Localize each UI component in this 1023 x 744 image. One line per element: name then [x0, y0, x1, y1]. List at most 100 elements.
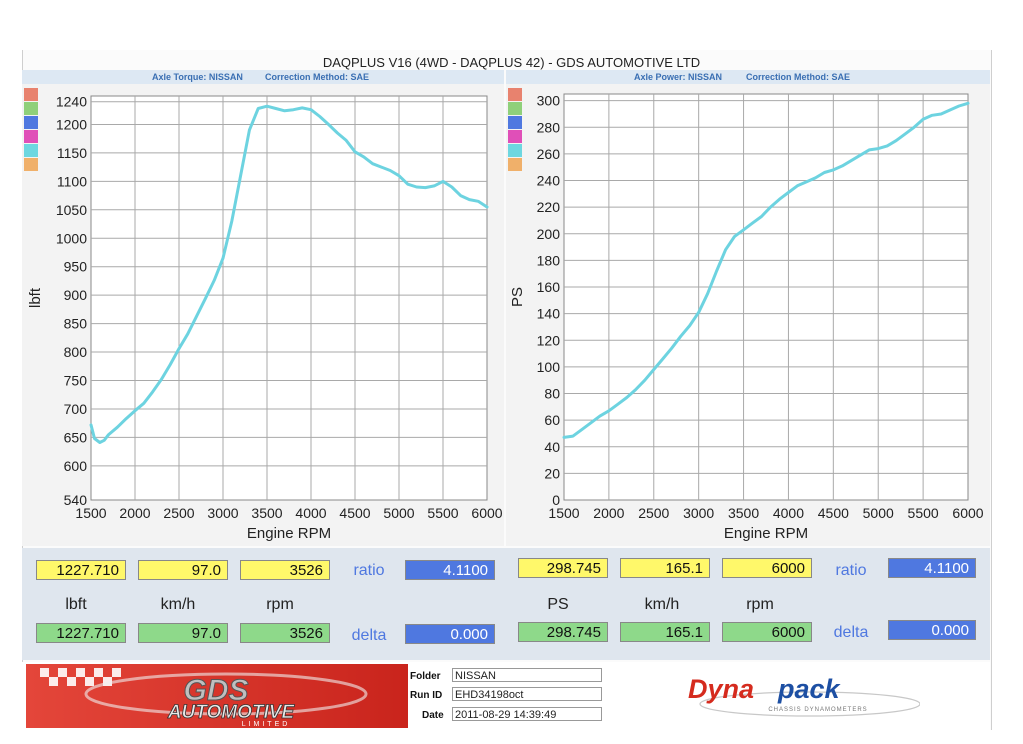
- power-x-tick-label: 3500: [728, 505, 759, 521]
- torque-y-tick-label: 950: [64, 259, 88, 275]
- trace-swatch: [24, 158, 38, 171]
- trace-swatch: [508, 116, 522, 129]
- trace-swatch: [508, 102, 522, 115]
- power-x-tick-label: 1500: [548, 505, 579, 521]
- rpm-peak-value-right: 6000: [722, 622, 812, 642]
- torque-chart: 1500 2000 2500 3000 3500 4000 4500 5000 5500 6000…: [27, 94, 503, 542]
- power-y-tick-label: 40: [544, 439, 560, 455]
- trace-swatch: [24, 144, 38, 157]
- torque-x-tick-label: 5500: [427, 505, 458, 521]
- gds-logo: GDS AUTOMOTIVE LIMITED: [26, 664, 408, 728]
- torque-x-tick-label: 2000: [119, 505, 150, 521]
- report-title: DAQPLUS V16 (4WD - DAQPLUS 42) - GDS AUT…: [322, 55, 701, 70]
- torque-x-tick-label: 2500: [163, 505, 194, 521]
- power-y-tick-label: 180: [537, 252, 561, 268]
- unit-ps-label: PS: [547, 596, 569, 613]
- torque-live-value: 1227.710: [36, 560, 126, 580]
- delta-value: 0.000: [405, 624, 495, 644]
- power-series-line: [562, 101, 970, 439]
- runid-value: EHD34198oct: [452, 687, 602, 701]
- unit-rpm-label: rpm: [266, 596, 294, 613]
- unit-kmh-label-right: km/h: [644, 596, 680, 613]
- power-y-tick-label: 60: [544, 412, 560, 428]
- trace-swatch: [508, 88, 522, 101]
- torque-x-tick-label: 1500: [75, 505, 106, 521]
- torque-y-tick-label: 900: [64, 287, 88, 303]
- rpm-live-value: 3526: [240, 560, 330, 580]
- torque-y-tick-label: 1100: [57, 173, 87, 189]
- power-y-tick-label: 240: [537, 173, 561, 189]
- gds-logo-small: LIMITED: [242, 721, 291, 728]
- dynapack-logo-part-b: pack: [777, 674, 842, 704]
- torque-header-method: Correction Method: SAE: [265, 72, 370, 82]
- unit-kmh-label: km/h: [160, 596, 196, 613]
- torque-y-tick-label: 750: [64, 373, 88, 389]
- power-y-tick-label: 220: [537, 199, 561, 215]
- torque-header: Axle Torque: NISSAN Correction Method: S…: [22, 70, 504, 84]
- power-y-tick-label: 100: [537, 359, 561, 375]
- ratio-label-right: ratio: [835, 562, 867, 579]
- torque-y-tick-label: 800: [64, 344, 88, 360]
- speed-peak-value: 97.0: [138, 623, 228, 643]
- torque-y-tick-label: 1150: [57, 145, 87, 161]
- speed-live-value-right: 165.1: [620, 558, 710, 578]
- trace-swatch: [24, 130, 38, 143]
- ratio-value: 4.1100: [405, 560, 495, 580]
- delta-value-right: 0.000: [888, 620, 976, 640]
- trace-swatch: [24, 102, 38, 115]
- power-x-tick-label: 2000: [593, 505, 624, 521]
- power-plot-area: [563, 93, 969, 501]
- power-trace-swatches: [508, 88, 522, 172]
- dynapack-logo: Dyna pack CHASSIS DYNAMOMETERS: [688, 674, 920, 717]
- trace-swatch: [508, 158, 522, 171]
- power-y-axis-label: PS: [509, 287, 526, 307]
- torque-y-axis-label: lbft: [27, 287, 44, 308]
- gds-logo-text: GDS: [183, 674, 248, 707]
- torque-y-tick-label: 850: [64, 316, 88, 332]
- dynapack-logo-part-a: Dyna: [688, 674, 754, 704]
- folder-value: NISSAN: [452, 668, 602, 682]
- power-y-tick-label: 200: [537, 226, 561, 242]
- torque-x-tick-label: 4500: [339, 505, 370, 521]
- speed-live-value: 97.0: [138, 560, 228, 580]
- torque-x-axis-label: Engine RPM: [247, 525, 331, 542]
- torque-y-tick-label: 650: [64, 429, 88, 445]
- power-x-tick-label: 4500: [818, 505, 849, 521]
- dynapack-logo-subtext: CHASSIS DYNAMOMETERS: [768, 707, 867, 713]
- torque-x-tick-label: 3500: [251, 505, 282, 521]
- trace-swatch: [508, 144, 522, 157]
- power-y-tick-label: 140: [537, 306, 561, 322]
- power-chart: 1500 2000 2500 3000 3500 4000 4500 5000 5500 6000…: [509, 93, 984, 542]
- power-x-tick-label: 3000: [683, 505, 714, 521]
- power-y-tick-label: 260: [537, 146, 561, 162]
- power-y-tick-label: 20: [544, 465, 560, 481]
- torque-y-tick-label: 1050: [56, 202, 87, 218]
- runid-label: Run ID: [410, 690, 443, 701]
- torque-y-tick-label: 1000: [56, 230, 87, 246]
- torque-series-line: [89, 104, 489, 444]
- power-y-tick-label: 120: [537, 332, 561, 348]
- date-value: 2011-08-29 14:39:49: [452, 707, 602, 721]
- delta-label-right: delta: [833, 624, 869, 641]
- trace-swatch: [24, 116, 38, 129]
- power-header-method: Correction Method: SAE: [746, 72, 851, 82]
- date-label: Date: [422, 710, 444, 721]
- torque-y-tick-label: 1200: [56, 116, 87, 132]
- unit-rpm-label-right: rpm: [746, 596, 774, 613]
- torque-header-name: Axle Torque: NISSAN: [152, 72, 243, 82]
- ratio-value-right: 4.1100: [888, 558, 976, 578]
- power-x-tick-label: 2500: [638, 505, 669, 521]
- folder-label: Folder: [410, 671, 441, 682]
- power-header: Axle Power: NISSAN Correction Method: SA…: [506, 70, 990, 84]
- delta-label: delta: [351, 627, 387, 644]
- torque-x-tick-label: 5000: [383, 505, 414, 521]
- gds-logo-subtext: AUTOMOTIVE: [167, 702, 296, 723]
- power-header-name: Axle Power: NISSAN: [634, 72, 723, 82]
- torque-trace-swatches: [24, 88, 38, 172]
- power-x-tick-label: 5500: [908, 505, 939, 521]
- torque-y-tick-label: 540: [64, 492, 88, 508]
- torque-x-tick-label: 6000: [471, 505, 502, 521]
- power-x-tick-label: 6000: [952, 505, 983, 521]
- power-y-tick-label: 80: [544, 386, 560, 402]
- torque-x-tick-label: 3000: [207, 505, 238, 521]
